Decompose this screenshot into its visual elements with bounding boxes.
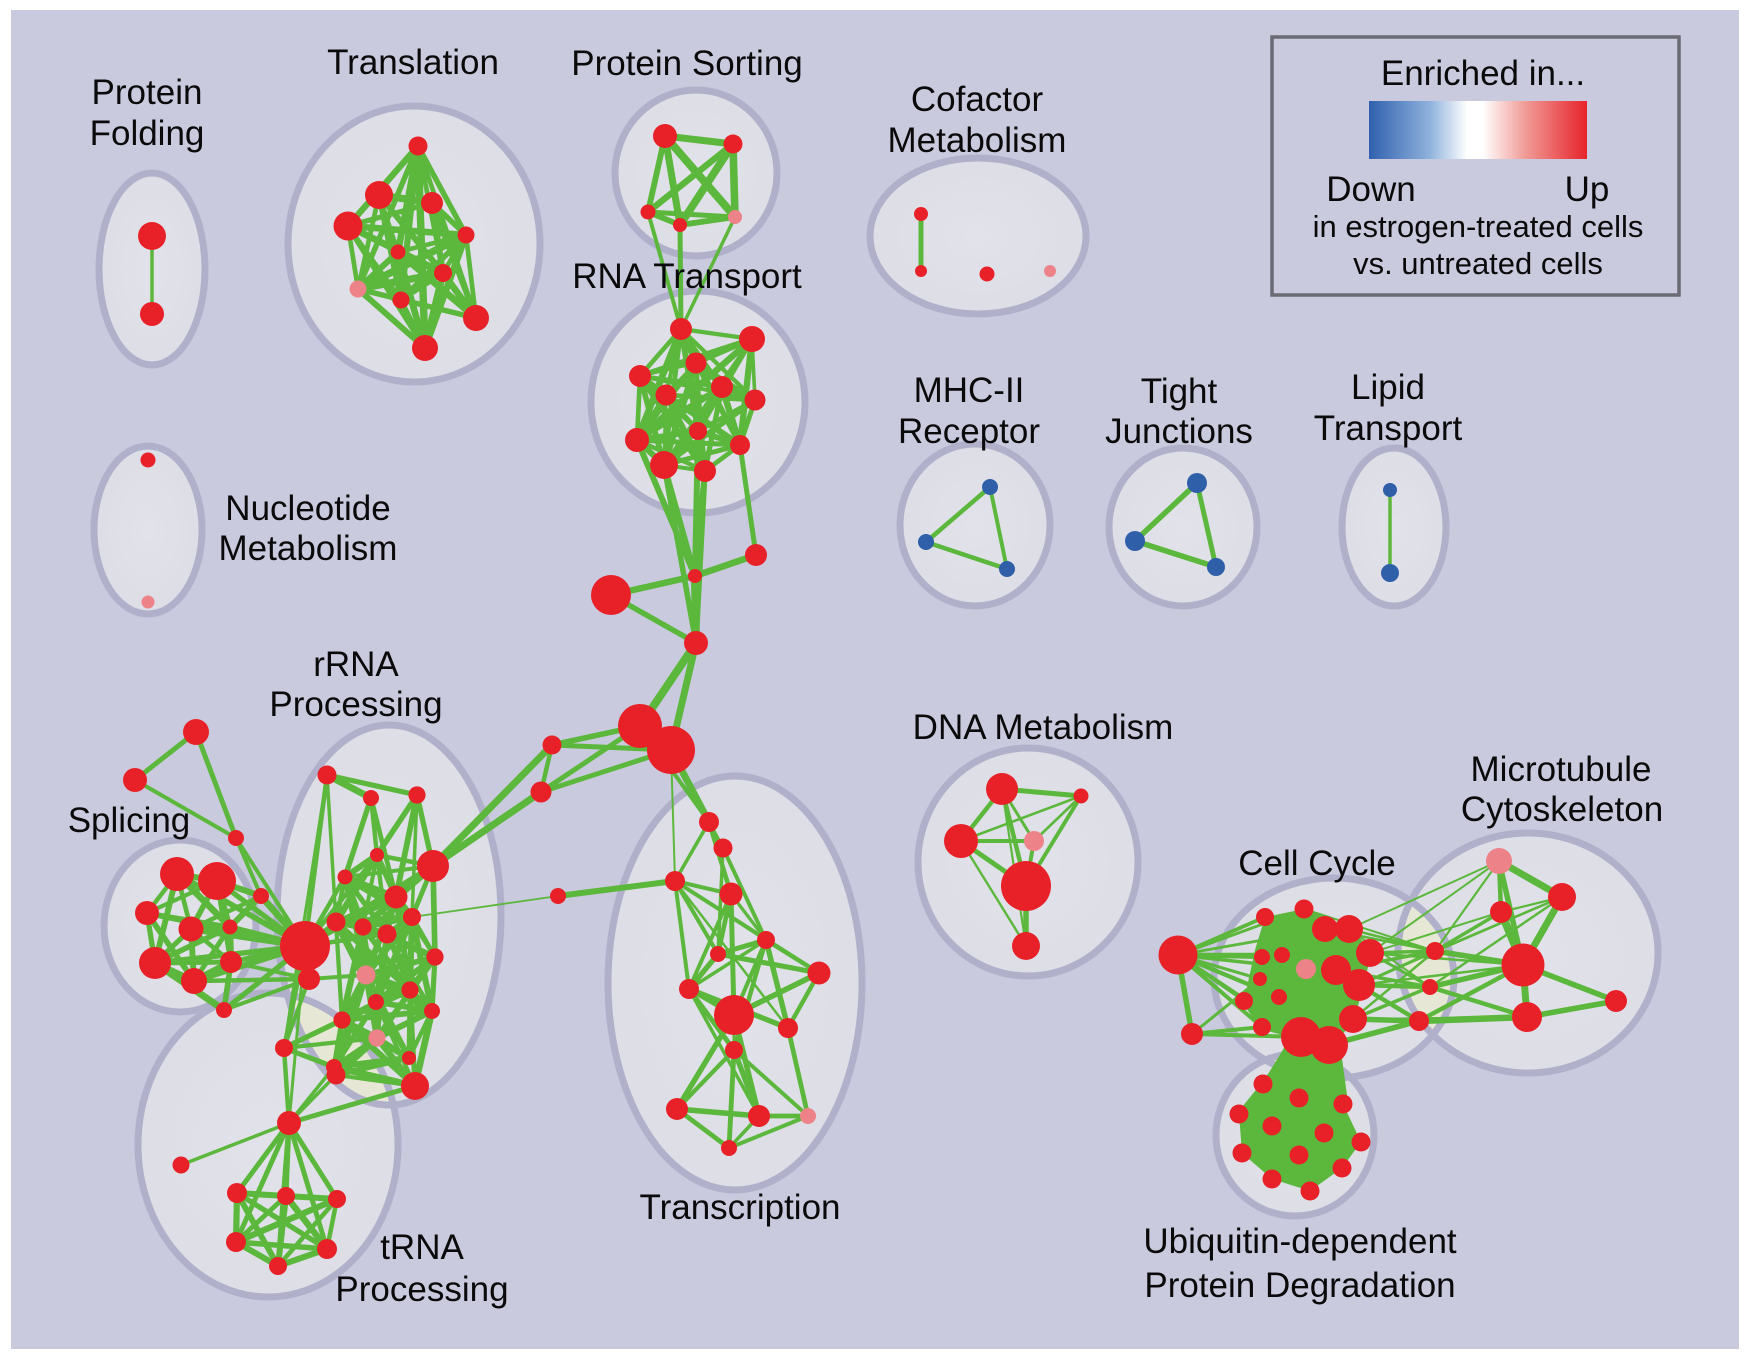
svg-text:Nucleotide: Nucleotide [225, 489, 390, 528]
svg-text:Up: Up [1565, 170, 1610, 209]
svg-text:Tight: Tight [1141, 372, 1218, 411]
svg-text:Lipid: Lipid [1351, 368, 1425, 407]
svg-text:Cell Cycle: Cell Cycle [1238, 844, 1396, 883]
svg-text:Protein Sorting: Protein Sorting [571, 44, 803, 83]
svg-text:MHC-II: MHC-II [914, 371, 1025, 410]
svg-text:Microtubule: Microtubule [1471, 750, 1652, 789]
svg-text:Cofactor: Cofactor [911, 80, 1044, 119]
svg-text:Transcription: Transcription [640, 1188, 841, 1227]
svg-text:Processing: Processing [335, 1270, 508, 1309]
svg-text:Metabolism: Metabolism [888, 121, 1067, 160]
svg-text:DNA Metabolism: DNA Metabolism [913, 708, 1174, 747]
svg-text:Protein Degradation: Protein Degradation [1144, 1266, 1455, 1305]
svg-text:Folding: Folding [90, 114, 205, 153]
svg-text:Protein: Protein [92, 73, 203, 112]
svg-text:Enriched in...: Enriched in... [1381, 54, 1585, 93]
svg-text:Processing: Processing [269, 685, 442, 724]
svg-text:tRNA: tRNA [380, 1228, 464, 1267]
svg-text:Junctions: Junctions [1105, 412, 1253, 451]
svg-text:rRNA: rRNA [313, 645, 399, 684]
svg-text:RNA Transport: RNA Transport [572, 257, 802, 296]
svg-text:Metabolism: Metabolism [219, 529, 398, 568]
svg-text:Down: Down [1326, 170, 1415, 209]
svg-text:Cytoskeleton: Cytoskeleton [1461, 790, 1663, 829]
svg-text:Splicing: Splicing [68, 801, 191, 840]
svg-text:Transport: Transport [1314, 409, 1463, 448]
svg-text:in estrogen-treated cells: in estrogen-treated cells [1313, 209, 1644, 244]
svg-text:Ubiquitin-dependent: Ubiquitin-dependent [1143, 1222, 1457, 1261]
svg-text:vs. untreated cells: vs. untreated cells [1353, 246, 1603, 281]
svg-text:Receptor: Receptor [898, 412, 1040, 451]
svg-text:Translation: Translation [327, 43, 499, 82]
